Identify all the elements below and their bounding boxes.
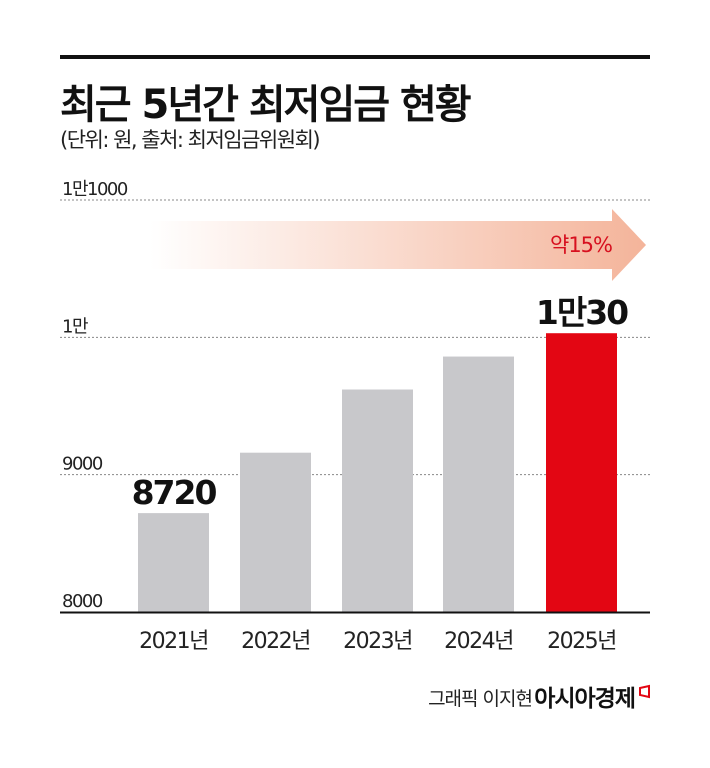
- x-tick-label: 2022년: [241, 629, 310, 654]
- data-label: 8720: [132, 473, 217, 512]
- x-tick-label: 2021년: [139, 629, 208, 654]
- brand-logo: 아시아경제: [534, 686, 635, 712]
- y-tick-label: 8000: [62, 591, 103, 612]
- brand-mark-icon: [639, 684, 650, 699]
- chart-title: 최근 5년간 최저임금 현황: [60, 82, 471, 128]
- x-tick-label: 2023년: [343, 629, 412, 654]
- y-tick-label: 1만: [62, 316, 88, 337]
- chart-subtitle: (단위: 원, 출처: 최저임금위원회): [60, 128, 319, 152]
- bar-2025: [546, 333, 617, 612]
- credit: 그래픽 이지현: [428, 688, 532, 710]
- y-tick-label: 9000: [62, 454, 103, 475]
- bar-2021: [138, 513, 209, 612]
- growth-annotation: 약15%: [550, 233, 612, 257]
- growth-arrow: [150, 209, 646, 281]
- top-rule: [60, 55, 650, 59]
- y-tick-label: 1만1000: [62, 179, 128, 200]
- bar-2023: [342, 389, 413, 612]
- x-tick-label: 2025년: [547, 629, 616, 654]
- bar-2024: [443, 356, 514, 612]
- x-tick-label: 2024년: [444, 629, 513, 654]
- bar-2022: [240, 452, 311, 612]
- data-label: 1만30: [536, 293, 628, 332]
